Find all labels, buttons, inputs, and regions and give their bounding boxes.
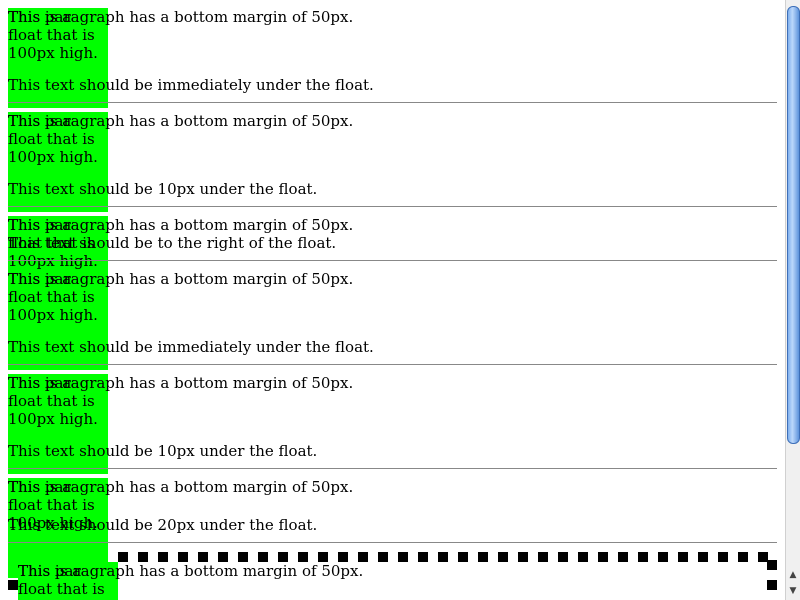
margin-paragraph: This paragraph has a bottom margin of 50… [8, 374, 354, 392]
horizontal-rule [8, 364, 777, 365]
margin-paragraph: This paragraph has a bottom margin of 50… [8, 112, 354, 130]
test-result-text: This text should be 20px under the float… [8, 516, 318, 534]
dashed-border-right [767, 560, 777, 570]
test-result-text: This text should be immediately under th… [8, 338, 374, 356]
dashed-border-top [118, 552, 778, 562]
margin-paragraph: This paragraph has a bottom margin of 50… [8, 270, 354, 288]
horizontal-rule [8, 102, 777, 103]
test-result-text: This text should be to the right of the … [8, 234, 337, 252]
test-result-text: This text should be 10px under the float… [8, 180, 318, 198]
margin-paragraph: This paragraph has a bottom margin of 50… [18, 562, 364, 580]
scrollbar-thumb[interactable] [787, 6, 800, 444]
green-float: This is a float that is 100px high. [8, 112, 108, 212]
dashed-border-left [8, 580, 18, 590]
green-float: This is a float that is 100px high. [8, 270, 108, 370]
scroll-up-icon[interactable]: ▲ [789, 570, 797, 580]
horizontal-rule [8, 206, 777, 207]
margin-paragraph: This paragraph has a bottom margin of 50… [8, 478, 354, 496]
dashed-border-right [767, 580, 777, 590]
vertical-scrollbar[interactable]: ▲ ▼ [785, 0, 800, 600]
green-float: This is a float that is 100px high. [8, 8, 108, 108]
horizontal-rule [8, 260, 777, 261]
margin-paragraph: This paragraph has a bottom margin of 50… [8, 8, 354, 26]
test-result-text: This text should be 10px under the float… [8, 442, 318, 460]
margin-paragraph: This paragraph has a bottom margin of 50… [8, 216, 354, 234]
scroll-down-icon[interactable]: ▼ [789, 586, 797, 596]
horizontal-rule [8, 542, 777, 543]
green-float: This is a float that is 100px high. [8, 374, 108, 474]
horizontal-rule [8, 468, 777, 469]
green-float: This is a float that is 100px high. [18, 562, 118, 600]
test-result-text: This text should be immediately under th… [8, 76, 374, 94]
green-float-fragment [8, 552, 108, 562]
